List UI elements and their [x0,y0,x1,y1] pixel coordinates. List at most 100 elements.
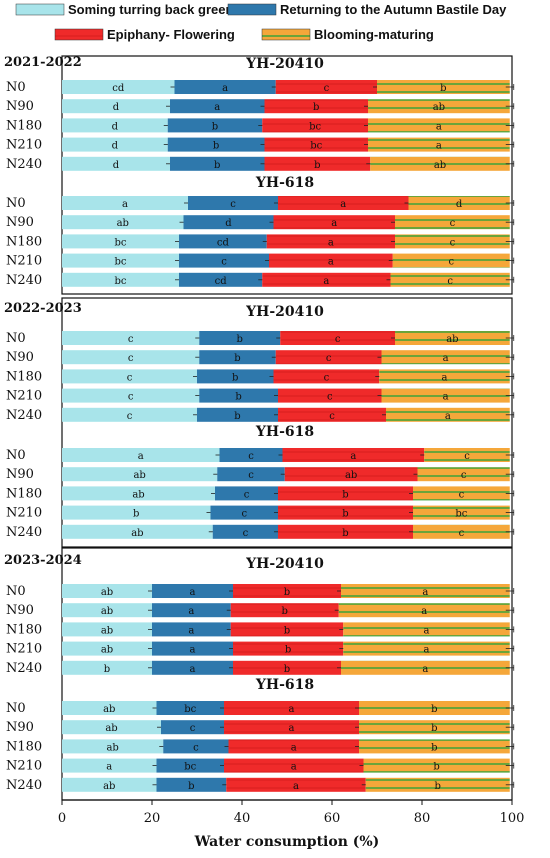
seg-soming-letter: bc [114,276,126,287]
seg-soming-bar [62,156,170,171]
seg-epiphany-bar [275,80,377,94]
seg-epiphany-letter: b [285,645,291,656]
seg-blooming-letter: c [448,257,454,268]
seg-soming-letter: ab [106,742,118,753]
row-label-n90: N90 [6,350,34,365]
seg-returning-letter: b [234,353,240,364]
seg-returning-bar [199,350,276,365]
seg-soming-bar [62,253,179,268]
row-label-n210: N210 [6,506,42,521]
seg-blooming-letter: d [456,199,463,210]
seg-epiphany-letter: bc [309,121,321,132]
seg-returning-bar [179,272,263,287]
seg-blooming-letter: b [435,781,441,792]
seg-returning-letter: bc [184,704,196,715]
row-label-n180: N180 [6,622,42,637]
seg-returning-bar [217,467,285,482]
panel-frame [61,297,513,548]
seg-epiphany-bar [284,467,418,482]
seg-epiphany-letter: b [313,102,319,113]
seg-soming-bar [62,118,168,133]
panel-frame [61,55,513,295]
seg-epiphany-letter: b [314,160,320,171]
seg-blooming-bar [413,524,510,539]
seg-blooming-bar [395,234,510,249]
seg-soming-bar [62,99,170,114]
x-tick-label: 40 [234,811,251,826]
seg-blooming-letter: ab [434,160,446,171]
seg-returning-letter: b [235,392,241,403]
seg-epiphany-bar [278,196,409,210]
seg-blooming-letter: a [422,664,428,675]
row-label-n0: N0 [6,196,26,211]
seg-blooming-bar [381,388,510,403]
seg-blooming-bar [338,603,510,618]
seg-soming-bar [62,467,218,482]
seg-blooming-bar [359,739,510,754]
seg-returning-letter: c [230,199,236,210]
seg-epiphany-letter: c [327,392,333,403]
seg-epiphany-bar [264,137,368,152]
seg-returning-letter: cd [217,237,230,248]
seg-returning-bar [197,369,274,384]
seg-soming-bar [62,739,164,754]
seg-soming-letter: ab [101,587,113,598]
seg-epiphany-bar [233,584,341,598]
row-label-n240: N240 [6,661,42,676]
seg-soming-bar [62,369,197,384]
seg-returning-bar [197,407,278,422]
seg-returning-letter: a [188,625,194,636]
seg-soming-letter: a [122,199,128,210]
seg-epiphany-letter: b [284,625,290,636]
seg-returning-letter: b [232,372,238,383]
seg-epiphany-letter: b [342,528,348,539]
seg-returning-bar [210,505,278,520]
seg-blooming-bar [368,99,510,114]
seg-blooming-bar [377,80,510,94]
seg-returning-bar [152,660,233,675]
seg-returning-bar [156,701,224,715]
seg-blooming-bar [341,584,510,598]
seg-returning-bar [219,448,283,462]
seg-soming-letter: c [127,372,133,383]
seg-returning-letter: b [214,160,220,171]
seg-returning-bar [152,641,233,656]
seg-soming-letter: ab [132,489,144,500]
seg-epiphany-bar [224,720,359,735]
seg-soming-bar [62,272,179,287]
seg-epiphany-letter: b [342,489,348,500]
seg-blooming-letter: b [431,704,437,715]
legend-soming-label: Soming turring back green [68,2,233,17]
seg-blooming-letter: c [464,451,470,462]
seg-blooming-bar [379,369,510,384]
row-label-n0: N0 [6,584,26,599]
variety-title: YH-20410 [245,556,324,572]
seg-returning-bar [199,331,281,345]
seg-soming-letter: a [138,451,144,462]
seg-blooming-bar [395,215,510,230]
seg-blooming-letter: a [436,141,442,152]
seg-returning-letter: c [243,528,249,539]
legend-soming-swatch [15,3,65,16]
seg-returning-letter: c [241,509,247,520]
seg-blooming-letter: ab [433,102,445,113]
seg-blooming-letter: c [461,470,467,481]
seg-blooming-bar [386,407,510,422]
row-label-n0: N0 [6,80,26,95]
seg-returning-letter: a [222,83,228,94]
seg-soming-bar [62,486,215,501]
seg-epiphany-letter: c [326,353,332,364]
seg-epiphany-letter: c [324,372,330,383]
seg-epiphany-letter: bc [310,141,322,152]
seg-returning-letter: a [188,606,194,617]
row-label-n180: N180 [6,118,42,133]
seg-returning-bar [152,603,231,618]
row-label-n0: N0 [6,448,26,463]
seg-epiphany-bar [226,777,366,792]
seg-soming-letter: c [128,353,134,364]
seg-soming-letter: ab [133,470,145,481]
seg-returning-letter: b [234,411,240,422]
seg-epiphany-letter: c [335,334,341,345]
seg-epiphany-letter: ab [345,470,357,481]
